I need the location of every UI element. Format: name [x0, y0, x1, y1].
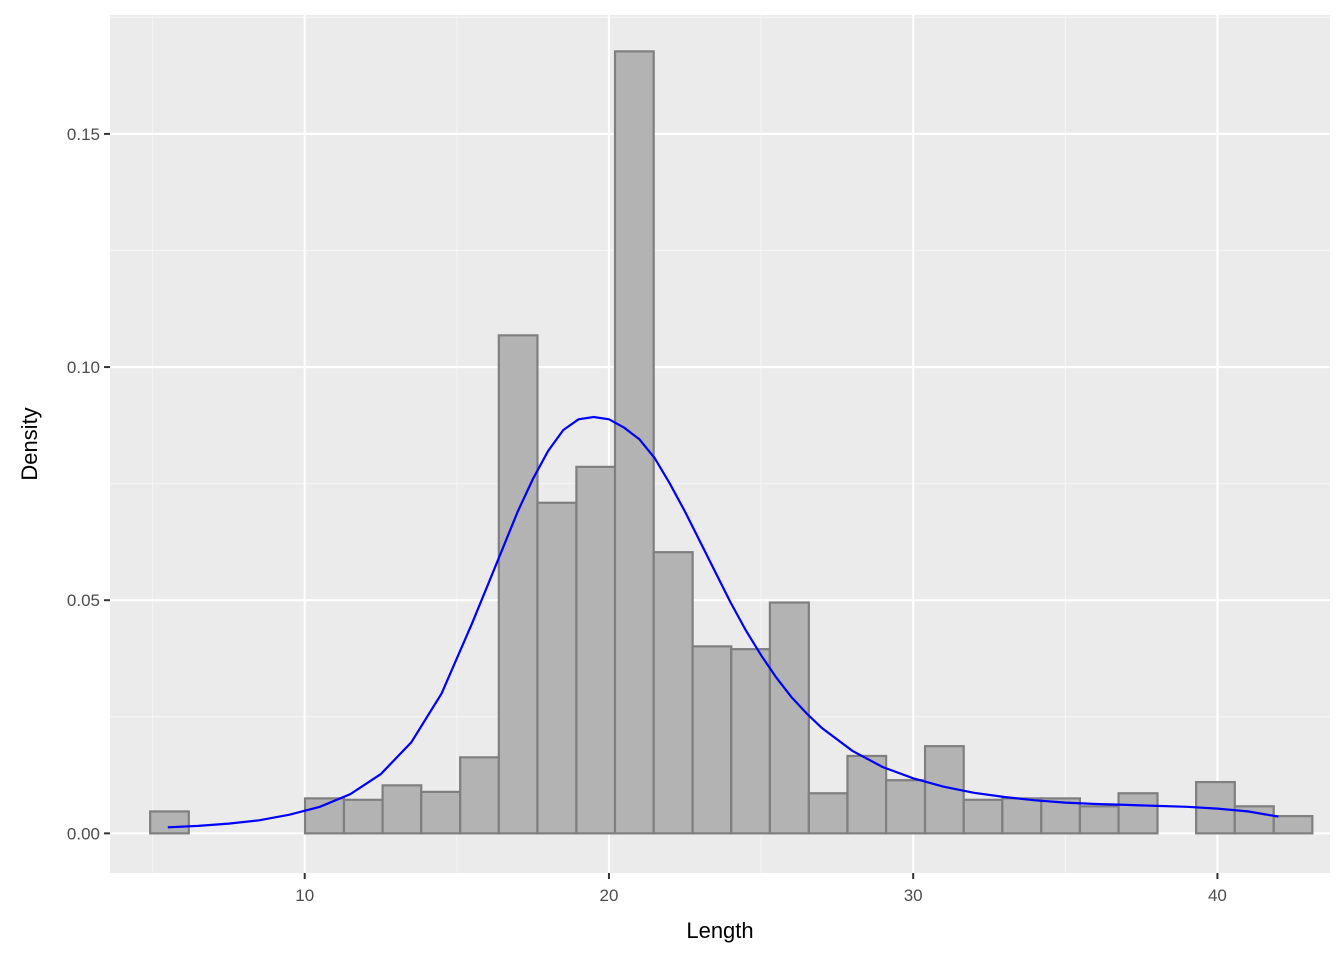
- histogram-bar: [1272, 815, 1314, 835]
- histogram-bar: [1001, 797, 1043, 835]
- histogram-bar: [691, 645, 733, 835]
- y-axis: 0.00 0.05 0.10 0.15: [67, 125, 110, 843]
- histogram-bar: [768, 601, 810, 835]
- histogram-bar: [613, 50, 655, 835]
- y-tick-label: 0.15: [67, 125, 100, 144]
- histogram-bar: [730, 648, 771, 835]
- histogram-bars: [149, 50, 1314, 835]
- density-curve: [167, 415, 1279, 829]
- histogram-bar: [536, 501, 578, 835]
- x-axis-title: Length: [686, 918, 753, 943]
- histogram-bar: [497, 334, 539, 835]
- histogram-bar: [303, 797, 346, 835]
- histogram-bar: [1040, 797, 1082, 835]
- histogram-bar: [1117, 792, 1159, 835]
- x-tick-label: 20: [599, 886, 618, 905]
- y-tick-label: 0.10: [67, 358, 100, 377]
- histogram-bar: [149, 810, 190, 835]
- histogram-bar: [420, 790, 462, 835]
- y-tick-label: 0.05: [67, 591, 100, 610]
- histogram-bar: [652, 551, 694, 835]
- histogram-bar: [807, 792, 849, 835]
- histogram-bar: [342, 798, 384, 835]
- y-axis-title: Density: [17, 407, 42, 480]
- histogram-bar: [459, 756, 500, 835]
- histogram-bar: [1078, 805, 1120, 835]
- x-tick-label: 10: [295, 886, 314, 905]
- histogram-bar: [962, 798, 1004, 835]
- histogram-bar: [885, 779, 927, 835]
- histogram-bar: [381, 784, 423, 835]
- x-tick-label: 30: [904, 886, 923, 905]
- minor-gridlines: [110, 15, 1330, 873]
- histogram-bar: [846, 754, 888, 835]
- x-tick-label: 40: [1208, 886, 1227, 905]
- histogram-bar: [575, 465, 617, 835]
- y-tick-label: 0.00: [67, 824, 100, 843]
- x-axis: 10 20 30 40: [295, 873, 1227, 905]
